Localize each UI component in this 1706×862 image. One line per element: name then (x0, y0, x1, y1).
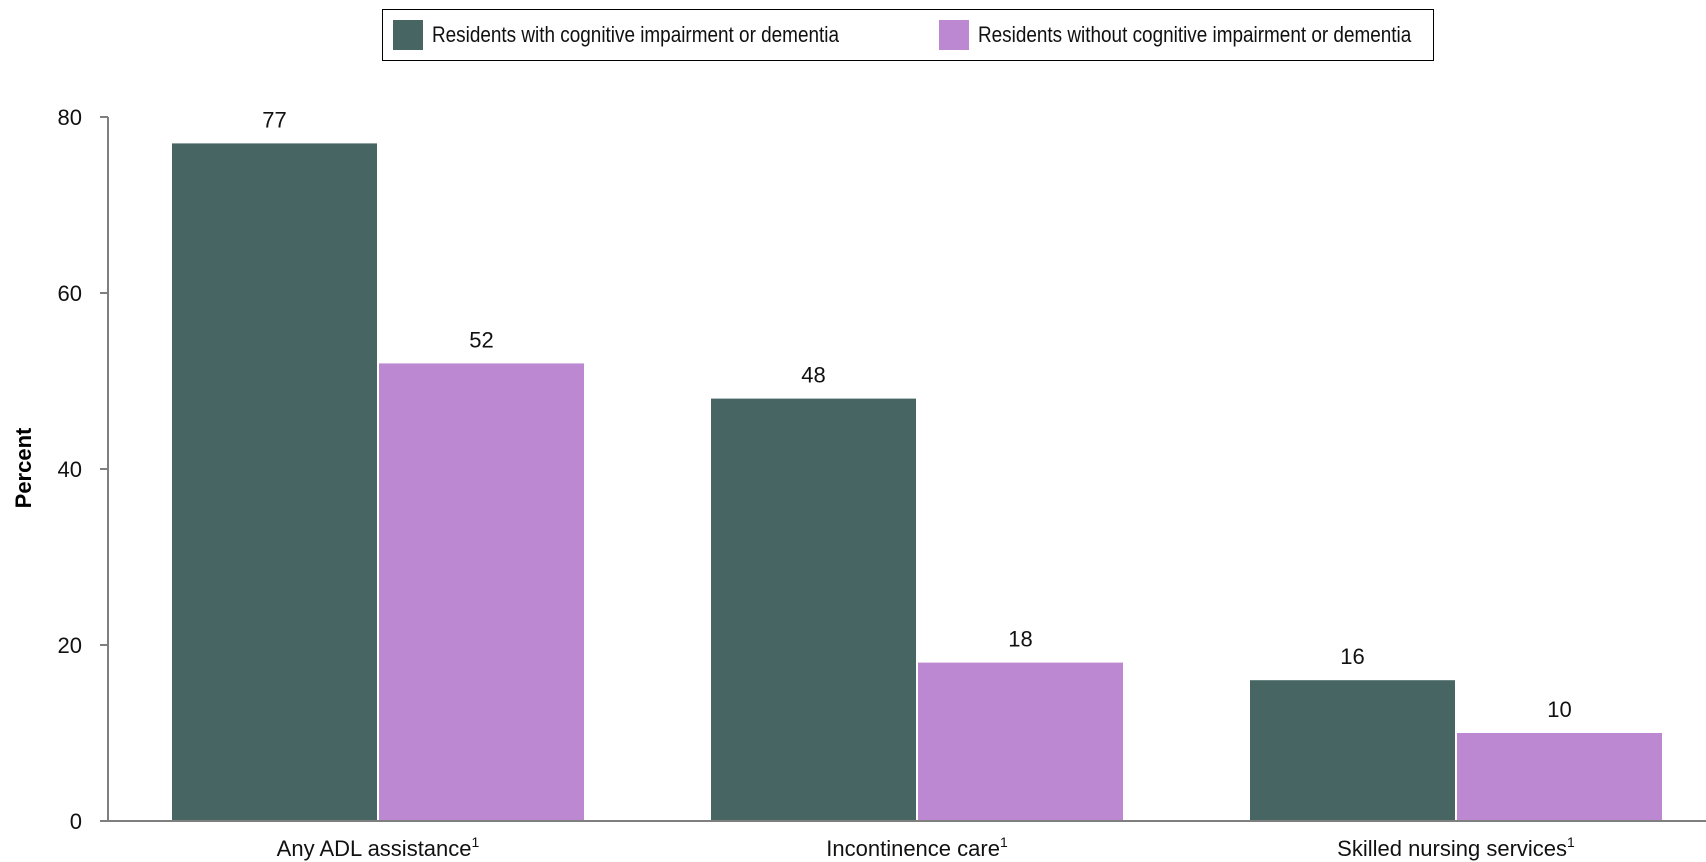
bar (1457, 733, 1662, 821)
bar (918, 662, 1123, 821)
bar-value-label: 18 (1008, 627, 1032, 652)
legend: Residents with cognitive impairment or d… (382, 9, 1434, 61)
y-tick-label: 40 (58, 457, 82, 482)
bar (711, 398, 916, 821)
x-tick-label: Skilled nursing services1 (1337, 834, 1575, 861)
legend-label-with-ci: Residents with cognitive impairment or d… (432, 22, 839, 47)
bar (379, 363, 584, 821)
x-tick-label: Any ADL assistance1 (277, 834, 480, 861)
x-tick-label: Incontinence care1 (826, 834, 1008, 861)
y-tick-label: 0 (70, 809, 82, 834)
legend-item-without-ci: Residents without cognitive impairment o… (939, 20, 1482, 50)
bar-value-label: 52 (469, 327, 493, 352)
legend-item-with-ci: Residents with cognitive impairment or d… (393, 20, 905, 50)
y-tick-label: 20 (58, 633, 82, 658)
bar-value-label: 16 (1340, 644, 1364, 669)
legend-swatch-without-ci (939, 20, 970, 50)
legend-label-without-ci: Residents without cognitive impairment o… (978, 22, 1412, 47)
legend-swatch-with-ci (393, 20, 423, 50)
bar (1250, 680, 1455, 821)
bar-value-label: 77 (262, 107, 286, 132)
bar (172, 143, 377, 821)
y-tick-label: 80 (58, 105, 82, 130)
bar-value-label: 48 (801, 363, 825, 388)
y-tick-label: 60 (58, 281, 82, 306)
bar-value-label: 10 (1547, 697, 1571, 722)
